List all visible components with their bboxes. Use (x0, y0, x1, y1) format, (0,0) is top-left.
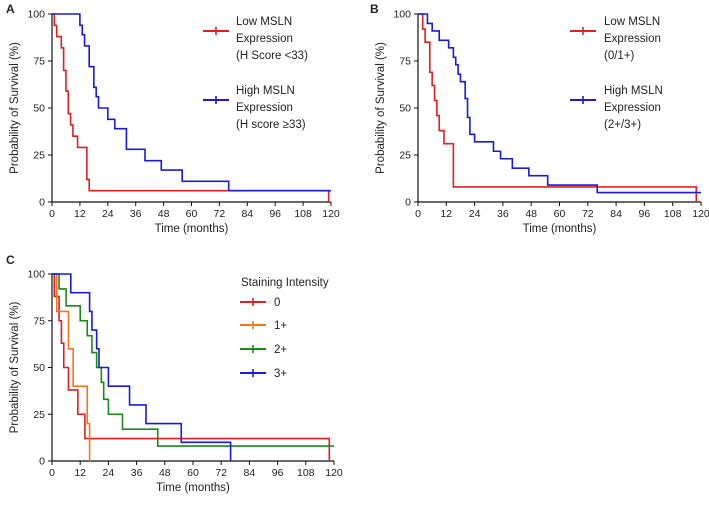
legend-label: High MSLN (236, 85, 295, 97)
y-tick-label: 100 (27, 269, 45, 281)
survival-curve-2 (52, 273, 334, 447)
x-tick-label: 12 (74, 467, 86, 479)
legend-label: (2+/3+) (604, 119, 641, 131)
y-tick-label: 25 (33, 150, 45, 162)
legend-title: Staining Intensity (241, 277, 329, 289)
survival-curve-high-msln (418, 13, 701, 194)
legend-label: 1+ (274, 320, 287, 332)
x-tick-label: 24 (469, 208, 481, 220)
x-tick-label: 36 (130, 208, 142, 220)
x-tick-label: 24 (103, 467, 115, 479)
panel-a: A 0 12 24 36 48 60 72 84 96 108 120 0 25 50 75 100 Time (… (6, 2, 340, 235)
x-tick-label: 120 (322, 208, 340, 220)
y-axis-title: Probability of Survival (%) (375, 42, 387, 174)
legend-label: 3+ (274, 368, 287, 380)
panel-letter: A (6, 2, 15, 16)
y-tick-label: 25 (399, 150, 411, 162)
x-tick-label: 12 (440, 208, 452, 220)
x-tick-label: 120 (325, 467, 343, 479)
y-tick-label: 50 (33, 362, 45, 374)
x-tick-label: 72 (215, 467, 227, 479)
legend-label: (H Score <33) (236, 50, 308, 62)
survival-curve-0 (52, 273, 331, 461)
survival-curve-low-msln (418, 13, 698, 202)
x-tick-label: 60 (186, 208, 198, 220)
x-tick-label: 48 (525, 208, 537, 220)
legend-label: Expression (236, 102, 293, 114)
x-tick-label: 96 (272, 467, 284, 479)
x-tick-label: 36 (131, 467, 143, 479)
x-tick-label: 24 (102, 208, 114, 220)
legend-label: High MSLN (604, 85, 663, 97)
panel-letter: C (6, 253, 15, 267)
x-tick-label: 96 (639, 208, 651, 220)
x-axis-title: Time (months) (156, 482, 230, 494)
x-axis-title: Time (months) (155, 223, 229, 235)
y-tick-label: 75 (33, 315, 45, 327)
legend-label: Low MSLN (236, 16, 292, 28)
survival-curve-high-msln (52, 13, 331, 192)
survival-curve-3 (52, 273, 232, 461)
x-tick-label: 48 (158, 208, 170, 220)
legend-label: (H score ≥33) (236, 119, 306, 131)
x-tick-label: 120 (692, 208, 709, 220)
y-tick-label: 50 (399, 103, 411, 115)
x-tick-label: 12 (74, 208, 86, 220)
y-tick-label: 50 (33, 103, 45, 115)
x-tick-label: 108 (294, 208, 312, 220)
x-tick-label: 60 (554, 208, 566, 220)
x-axis-title: Time (months) (523, 223, 597, 235)
x-tick-label: 108 (664, 208, 682, 220)
x-tick-label: 96 (269, 208, 281, 220)
y-tick-label: 75 (399, 56, 411, 68)
x-tick-label: 36 (497, 208, 509, 220)
panel-letter: B (370, 2, 379, 16)
x-tick-label: 84 (610, 208, 622, 220)
panel-c: C 0 12 24 36 48 60 72 84 96 108 120 0 25 50 75 100 Time (… (6, 253, 343, 494)
x-tick-label: 72 (214, 208, 226, 220)
y-tick-label: 100 (393, 9, 411, 21)
legend-label: Low MSLN (604, 16, 660, 28)
x-tick-label: 48 (159, 467, 171, 479)
legend-label: Expression (236, 33, 293, 45)
x-tick-label: 84 (244, 467, 256, 479)
legend: Staining Intensity 0 1+ 2+ 3+ (240, 277, 329, 380)
legend-label: (0/1+) (604, 50, 635, 62)
panel-b: B 0 12 24 36 48 60 72 84 96 108 120 0 25 50 75 100 Time (… (370, 2, 709, 235)
y-tick-label: 25 (33, 409, 45, 421)
legend-label: 0 (274, 297, 280, 309)
y-tick-label: 0 (39, 456, 45, 468)
x-tick-label: 108 (297, 467, 315, 479)
y-tick-label: 75 (33, 56, 45, 68)
x-tick-label: 0 (49, 467, 55, 479)
y-tick-label: 0 (405, 197, 411, 209)
survival-curve-low-msln (52, 13, 330, 202)
legend: Low MSLN Expression (H Score <33) High MSLN… (203, 16, 308, 131)
x-tick-label: 0 (49, 208, 55, 220)
y-tick-label: 100 (27, 9, 45, 21)
x-tick-label: 72 (582, 208, 594, 220)
legend-label: Expression (604, 102, 661, 114)
y-tick-label: 0 (39, 197, 45, 209)
survival-curve-1 (52, 273, 91, 461)
x-tick-label: 60 (187, 467, 199, 479)
legend-label: 2+ (274, 344, 287, 356)
y-axis-title: Probability of Survival (%) (9, 42, 21, 174)
x-tick-label: 0 (415, 208, 421, 220)
legend: Low MSLN Expression (0/1+) High MSLN Express… (570, 16, 663, 131)
y-axis-title: Probability of Survival (%) (9, 302, 21, 434)
legend-label: Expression (604, 33, 661, 45)
x-tick-label: 84 (241, 208, 253, 220)
